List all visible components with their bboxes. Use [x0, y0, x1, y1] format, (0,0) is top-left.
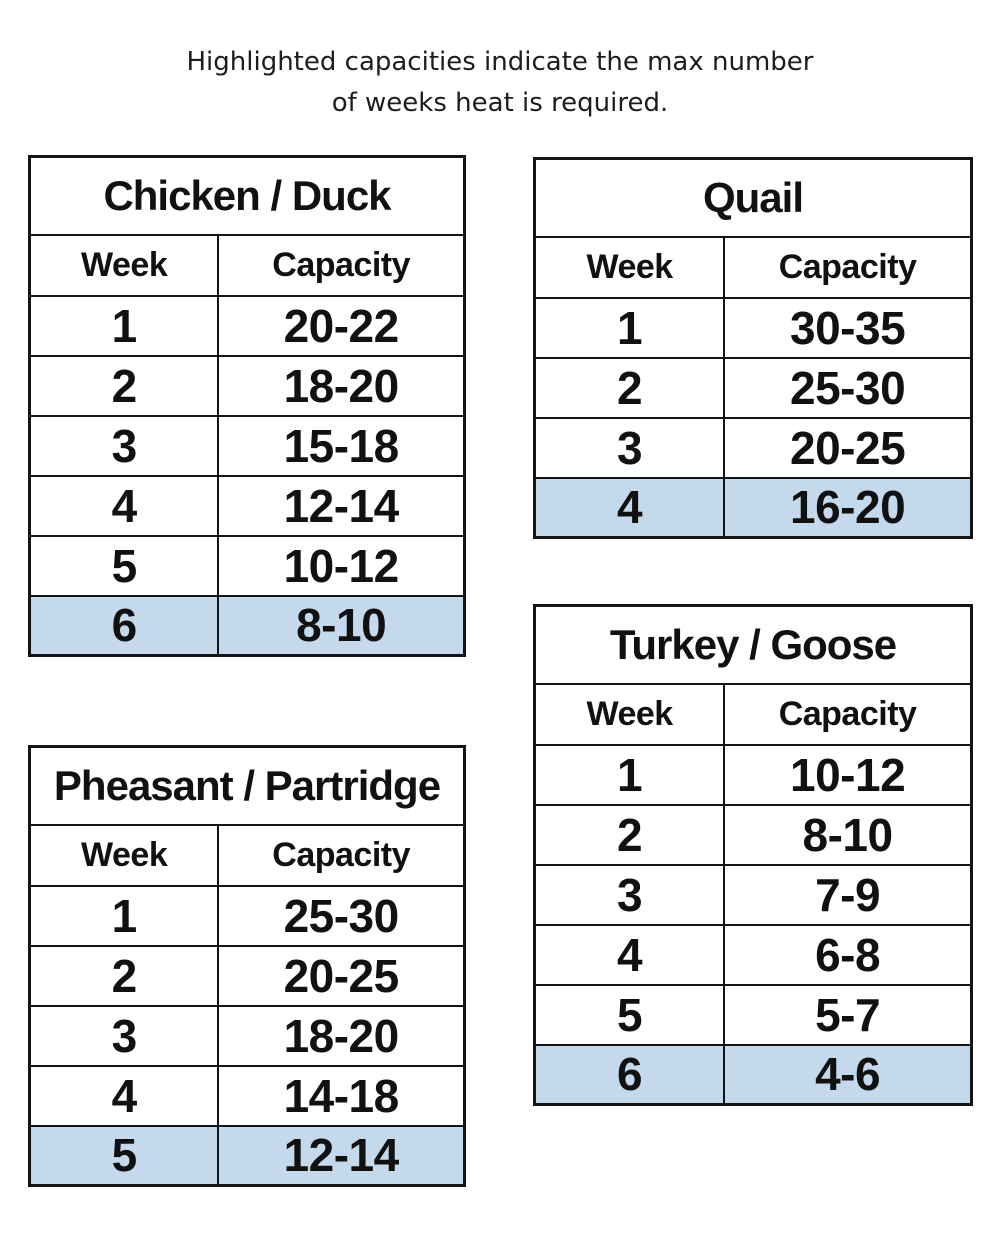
chicken-duck-table: Chicken / Duck Week Capacity 1 20-22 2 1…	[28, 155, 466, 657]
table-row: 2 18-20	[28, 354, 466, 417]
capacity-cell: 10-12	[723, 743, 973, 806]
week-cell: 4	[533, 923, 726, 986]
capacity-cell: 12-14	[217, 474, 466, 537]
week-cell: 1	[28, 294, 220, 357]
capacity-cell: 25-30	[217, 884, 466, 947]
table-row: 4 12-14	[28, 474, 466, 537]
capacity-cell: 6-8	[723, 923, 973, 986]
column-header-week: Week	[28, 823, 220, 887]
capacity-cell: 16-20	[723, 476, 973, 539]
table-row: 2 8-10	[533, 803, 973, 866]
table-title: Chicken / Duck	[28, 155, 466, 236]
capacity-cell: 14-18	[217, 1064, 466, 1127]
week-cell: 5	[28, 534, 220, 597]
table-row: 3 20-25	[533, 416, 973, 479]
table-header-row: Week Capacity	[28, 233, 466, 297]
table-row: 5 5-7	[533, 983, 973, 1046]
table-header-row: Week Capacity	[28, 823, 466, 887]
capacity-cell: 8-10	[217, 594, 466, 657]
table-header-row: Week Capacity	[533, 682, 973, 746]
table-row-highlighted: 4 16-20	[533, 476, 973, 539]
pheasant-partridge-table-grid: Pheasant / Partridge Week Capacity 1 25-…	[28, 745, 466, 1187]
capacity-cell: 12-14	[217, 1124, 466, 1187]
capacity-cell: 30-35	[723, 296, 973, 359]
week-cell: 1	[533, 296, 726, 359]
table-title: Pheasant / Partridge	[28, 745, 466, 826]
week-cell: 1	[533, 743, 726, 806]
table-row: 4 14-18	[28, 1064, 466, 1127]
table-row-highlighted: 6 4-6	[533, 1043, 973, 1106]
table-row: 3 18-20	[28, 1004, 466, 1067]
table-row: 1 30-35	[533, 296, 973, 359]
table-title-row: Quail	[533, 157, 973, 238]
table-row-highlighted: 6 8-10	[28, 594, 466, 657]
table-row: 1 20-22	[28, 294, 466, 357]
column-header-week: Week	[533, 235, 726, 299]
week-cell: 5	[533, 983, 726, 1046]
week-cell: 4	[533, 476, 726, 539]
capacity-cell: 18-20	[217, 1004, 466, 1067]
capacity-cell: 5-7	[723, 983, 973, 1046]
table-title: Turkey / Goose	[533, 604, 973, 685]
table-title-row: Chicken / Duck	[28, 155, 466, 236]
table-row: 1 25-30	[28, 884, 466, 947]
table-title-row: Pheasant / Partridge	[28, 745, 466, 826]
week-cell: 4	[28, 1064, 220, 1127]
week-cell: 2	[28, 944, 220, 1007]
quail-table-grid: Quail Week Capacity 1 30-35 2 25-30 3 20…	[533, 157, 973, 539]
turkey-goose-table-grid: Turkey / Goose Week Capacity 1 10-12 2 8…	[533, 604, 973, 1106]
capacity-cell: 20-25	[217, 944, 466, 1007]
turkey-goose-table: Turkey / Goose Week Capacity 1 10-12 2 8…	[533, 604, 973, 1106]
table-row: 3 7-9	[533, 863, 973, 926]
week-cell: 2	[533, 803, 726, 866]
week-cell: 5	[28, 1124, 220, 1187]
table-row: 5 10-12	[28, 534, 466, 597]
week-cell: 3	[28, 414, 220, 477]
column-header-capacity: Capacity	[723, 235, 973, 299]
capacity-cell: 10-12	[217, 534, 466, 597]
week-cell: 2	[28, 354, 220, 417]
capacity-cell: 20-22	[217, 294, 466, 357]
table-title: Quail	[533, 157, 973, 238]
column-header-capacity: Capacity	[217, 233, 466, 297]
week-cell: 2	[533, 356, 726, 419]
week-cell: 3	[533, 416, 726, 479]
quail-table: Quail Week Capacity 1 30-35 2 25-30 3 20…	[533, 157, 973, 539]
table-row: 3 15-18	[28, 414, 466, 477]
week-cell: 6	[28, 594, 220, 657]
column-header-week: Week	[28, 233, 220, 297]
pheasant-partridge-table: Pheasant / Partridge Week Capacity 1 25-…	[28, 745, 466, 1187]
table-row: 4 6-8	[533, 923, 973, 986]
week-cell: 6	[533, 1043, 726, 1106]
column-header-week: Week	[533, 682, 726, 746]
table-row: 1 10-12	[533, 743, 973, 806]
capacity-cell: 15-18	[217, 414, 466, 477]
week-cell: 1	[28, 884, 220, 947]
chicken-duck-table-grid: Chicken / Duck Week Capacity 1 20-22 2 1…	[28, 155, 466, 657]
table-row: 2 20-25	[28, 944, 466, 1007]
table-title-row: Turkey / Goose	[533, 604, 973, 685]
capacity-cell: 18-20	[217, 354, 466, 417]
table-row-highlighted: 5 12-14	[28, 1124, 466, 1187]
column-header-capacity: Capacity	[723, 682, 973, 746]
week-cell: 3	[28, 1004, 220, 1067]
table-row: 2 25-30	[533, 356, 973, 419]
week-cell: 4	[28, 474, 220, 537]
capacity-cell: 8-10	[723, 803, 973, 866]
table-header-row: Week Capacity	[533, 235, 973, 299]
capacity-cell: 7-9	[723, 863, 973, 926]
column-header-capacity: Capacity	[217, 823, 466, 887]
note-text: Highlighted capacities indicate the max …	[186, 47, 814, 118]
capacity-cell: 25-30	[723, 356, 973, 419]
capacity-cell: 20-25	[723, 416, 973, 479]
capacity-cell: 4-6	[723, 1043, 973, 1106]
week-cell: 3	[533, 863, 726, 926]
